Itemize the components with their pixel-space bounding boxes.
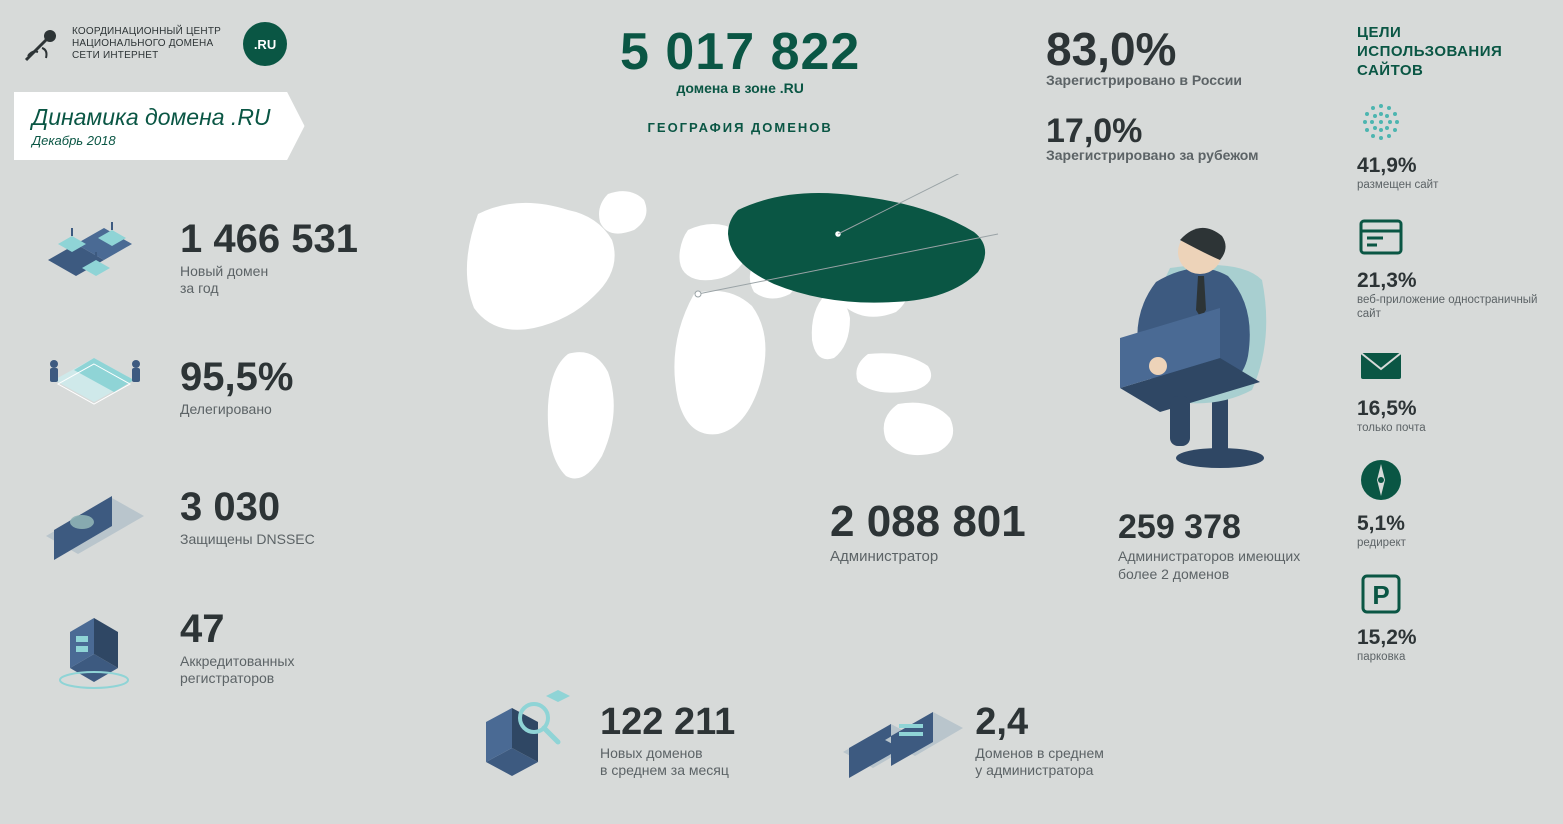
stat-domains-per-admin: 2,4 Доменов в среднем у администратора [835, 686, 1104, 796]
geography-percentages: 83,0% Зарегистрировано в России 17,0% За… [1046, 22, 1259, 163]
stat-admins-more-than-2: 259 378 Администраторов имеющих более 2 … [1118, 510, 1328, 583]
sidebar-pct: 5,1% [1357, 512, 1549, 536]
stat-label-l2: регистраторов [180, 670, 274, 686]
sidebar-label: только почта [1357, 421, 1549, 435]
sidebar-title-l3: САЙТОВ [1357, 62, 1423, 79]
sidebar-label: редирект [1357, 536, 1549, 550]
sidebar-item-mail: 16,5% только почта [1357, 341, 1549, 435]
sidebar-title-l2: ИСПОЛЬЗОВАНИЯ [1357, 43, 1502, 60]
stat-label-l1: Новый домен [180, 263, 268, 279]
left-stats-column: 1 466 531 Новый домен за год [20, 210, 440, 696]
stat-label-l2: у администратора [975, 762, 1093, 778]
logo-line1: КООРДИНАЦИОННЫЙ ЦЕНТР [72, 26, 221, 38]
sidebar-item-webapp: 21,3% веб-приложение одностраничный сайт [1357, 213, 1549, 322]
admins-more-value: 259 378 [1118, 510, 1328, 544]
magnifier-server-icon [460, 686, 590, 796]
stat-new-domains-year: 1 466 531 Новый домен за год [20, 210, 440, 306]
server-stack-icon [20, 600, 170, 696]
sidebar-pct: 41,9% [1357, 154, 1549, 178]
stat-administrators: 2 088 801 Администратор [830, 500, 1026, 567]
stat-value: 95,5% [180, 357, 293, 397]
parking-icon: P [1357, 570, 1405, 618]
registered-abroad-value: 17,0% [1046, 112, 1259, 151]
satellite-icon [20, 22, 64, 66]
logo-line2: НАЦИОНАЛЬНОГО ДОМЕНА [72, 38, 221, 50]
admin-value: 2 088 801 [830, 500, 1026, 544]
total-domains-value: 5 017 822 [620, 22, 860, 82]
stat-value: 122 211 [600, 703, 735, 741]
title-main: Динамика домена .RU [32, 104, 271, 131]
logo-text: КООРДИНАЦИОННЫЙ ЦЕНТР НАЦИОНАЛЬНОГО ДОМЕ… [72, 26, 221, 62]
book-people-icon [20, 340, 170, 436]
stat-label: Защищены DNSSEC [180, 531, 315, 549]
geography-heading: ГЕОГРАФИЯ ДОМЕНОВ [620, 120, 860, 135]
total-domains-label: домена в зоне .RU [620, 80, 860, 96]
sidebar-label: парковка [1357, 650, 1549, 664]
sidebar-pct: 21,3% [1357, 269, 1549, 293]
stat-new-domains-month: 122 211 Новых доменов в среднем за месяц [460, 686, 735, 796]
sidebar-pct: 16,5% [1357, 397, 1549, 421]
stat-value: 1 466 531 [180, 219, 358, 259]
stat-label: Делегировано [180, 401, 293, 419]
sidebar-usage-goals: ЦЕЛИ ИСПОЛЬЗОВАНИЯ САЙТОВ 41, [1343, 0, 1563, 824]
globe-icon [1357, 98, 1405, 146]
stat-label-l2: за год [180, 280, 219, 296]
sidebar-item-parking: P 15,2% парковка [1357, 570, 1549, 664]
compass-icon [1357, 456, 1405, 504]
mail-icon [1357, 341, 1405, 389]
businessman-illustration [1060, 198, 1320, 478]
title-sub: Декабрь 2018 [32, 133, 271, 148]
admin-label: Администратор [830, 548, 1026, 567]
stat-delegated: 95,5% Делегировано [20, 340, 440, 436]
two-laptops-icon [835, 686, 965, 796]
sidebar-label: веб-приложение одностраничный сайт [1357, 293, 1549, 322]
logo-block: КООРДИНАЦИОННЫЙ ЦЕНТР НАЦИОНАЛЬНОГО ДОМЕ… [20, 22, 287, 66]
logo-line3: СЕТИ ИНТЕРНЕТ [72, 50, 221, 62]
stat-value: 47 [180, 609, 294, 649]
registered-russia-value: 83,0% [1046, 22, 1259, 76]
top-center-block: 5 017 822 домена в зоне .RU ГЕОГРАФИЯ ДО… [620, 22, 860, 135]
sidebar-item-redirect: 5,1% редирект [1357, 456, 1549, 550]
svg-text:P: P [1372, 580, 1389, 610]
sidebar-item-site: 41,9% размещен сайт [1357, 98, 1549, 192]
laptop-cloud-icon [20, 470, 170, 566]
sidebar-title: ЦЕЛИ ИСПОЛЬЗОВАНИЯ САЙТОВ [1357, 24, 1549, 80]
stat-value: 2,4 [975, 703, 1104, 741]
stat-value: 3 030 [180, 487, 315, 527]
stat-label-l2: в среднем за месяц [600, 762, 729, 778]
bottom-stats-row: 122 211 Новых доменов в среднем за месяц [460, 686, 1480, 796]
stat-label-l1: Новых доменов [600, 745, 703, 761]
ru-badge: .RU [243, 22, 287, 66]
registered-abroad-label: Зарегистрировано за рубежом [1046, 147, 1259, 163]
stat-label-l1: Аккредитованных [180, 653, 294, 669]
world-map [438, 174, 1018, 514]
sidebar-title-l1: ЦЕЛИ [1357, 24, 1401, 41]
stat-label-l1: Доменов в среднем [975, 745, 1104, 761]
servers-icon [20, 210, 170, 306]
registered-russia-label: Зарегистрировано в России [1046, 72, 1259, 88]
sidebar-label: размещен сайт [1357, 178, 1549, 192]
admins-more-l1: Администраторов имеющих [1118, 548, 1300, 564]
stat-registrars: 47 Аккредитованных регистраторов [20, 600, 440, 696]
admins-more-l2: более 2 доменов [1118, 566, 1229, 582]
sidebar-pct: 15,2% [1357, 626, 1549, 650]
window-icon [1357, 213, 1405, 261]
stat-dnssec: 3 030 Защищены DNSSEC [20, 470, 440, 566]
title-banner: Динамика домена .RU Декабрь 2018 [14, 92, 305, 160]
